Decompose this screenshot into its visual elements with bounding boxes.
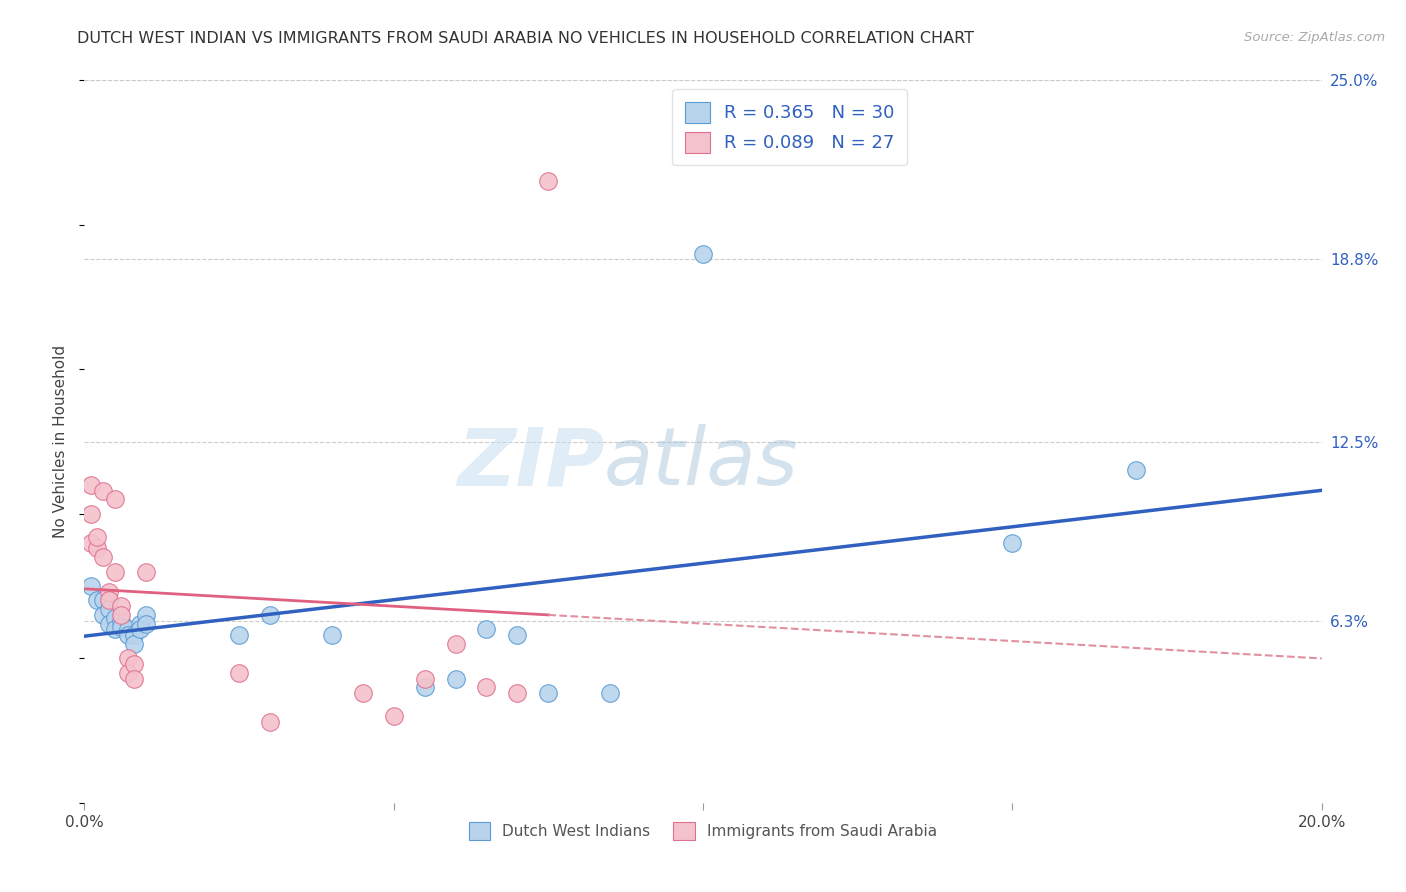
Point <box>117 651 139 665</box>
Point <box>110 607 132 622</box>
Text: ZIP: ZIP <box>457 425 605 502</box>
Point <box>692 246 714 260</box>
Point <box>228 628 250 642</box>
Point <box>122 628 145 642</box>
Point <box>382 709 405 723</box>
Point <box>98 593 121 607</box>
Point <box>79 478 101 492</box>
Point <box>321 628 343 642</box>
Point <box>475 623 498 637</box>
Text: Source: ZipAtlas.com: Source: ZipAtlas.com <box>1244 31 1385 45</box>
Point <box>104 623 127 637</box>
Point <box>122 657 145 671</box>
Point <box>599 686 621 700</box>
Point <box>135 607 157 622</box>
Point <box>537 686 560 700</box>
Point <box>413 680 436 694</box>
Point <box>129 623 152 637</box>
Point <box>444 672 467 686</box>
Point <box>1001 535 1024 549</box>
Point <box>104 611 127 625</box>
Point <box>98 584 121 599</box>
Point <box>122 672 145 686</box>
Point <box>122 637 145 651</box>
Point <box>352 686 374 700</box>
Point <box>110 599 132 614</box>
Point <box>98 602 121 616</box>
Point <box>79 579 101 593</box>
Y-axis label: No Vehicles in Household: No Vehicles in Household <box>53 345 69 538</box>
Point <box>86 593 108 607</box>
Point <box>413 672 436 686</box>
Text: atlas: atlas <box>605 425 799 502</box>
Point <box>110 619 132 633</box>
Point <box>91 607 114 622</box>
Point <box>444 637 467 651</box>
Point <box>110 614 132 628</box>
Point <box>91 550 114 565</box>
Point <box>506 628 529 642</box>
Legend: Dutch West Indians, Immigrants from Saudi Arabia: Dutch West Indians, Immigrants from Saud… <box>463 816 943 846</box>
Text: DUTCH WEST INDIAN VS IMMIGRANTS FROM SAUDI ARABIA NO VEHICLES IN HOUSEHOLD CORRE: DUTCH WEST INDIAN VS IMMIGRANTS FROM SAU… <box>77 31 974 46</box>
Point <box>117 623 139 637</box>
Point <box>117 665 139 680</box>
Point <box>104 492 127 507</box>
Point <box>91 593 114 607</box>
Point <box>91 483 114 498</box>
Point <box>1125 463 1147 477</box>
Point <box>86 530 108 544</box>
Point <box>135 616 157 631</box>
Point <box>98 616 121 631</box>
Point <box>259 607 281 622</box>
Point <box>475 680 498 694</box>
Point <box>79 507 101 521</box>
Point <box>86 541 108 556</box>
Point <box>228 665 250 680</box>
Point <box>506 686 529 700</box>
Point <box>537 174 560 188</box>
Point <box>117 628 139 642</box>
Point <box>135 565 157 579</box>
Point <box>129 616 152 631</box>
Point <box>104 565 127 579</box>
Point <box>259 714 281 729</box>
Point <box>79 535 101 549</box>
